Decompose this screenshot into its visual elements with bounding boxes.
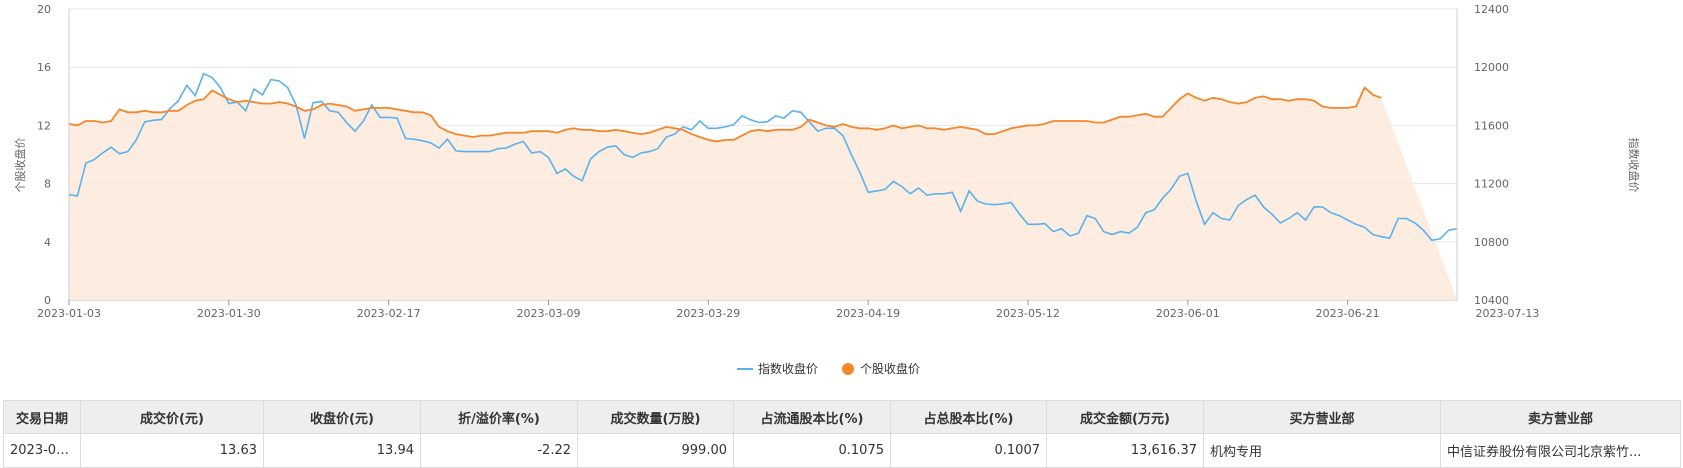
cell-float-ratio: 0.1075 <box>733 433 891 468</box>
right-tick-label: 11200 <box>1474 178 1509 191</box>
legend-item-index[interactable]: 指数收盘价 <box>737 361 818 376</box>
left-tick-label: 20 <box>37 3 51 16</box>
header-deal-price: 成交价(元) <box>80 400 264 434</box>
line-chart: 0 4 8 12 16 20 10400 10800 11200 11600 12000 12400 2… <box>13 3 1641 376</box>
header-close-price: 收盘价(元) <box>263 400 421 434</box>
series-lines <box>68 72 1458 242</box>
left-tick-label: 4 <box>44 236 51 249</box>
x-tick-label: 2023-03-29 <box>676 307 740 320</box>
legend-stock-dot-icon <box>842 363 854 375</box>
legend-index-label: 指数收盘价 <box>758 361 818 376</box>
left-tick-label: 16 <box>37 61 51 74</box>
left-tick-label: 8 <box>44 178 51 191</box>
cell-volume: 999.00 <box>577 433 734 468</box>
right-tick-label: 12000 <box>1474 61 1509 74</box>
header-discount-rate: 折/溢价率(%) <box>420 400 578 434</box>
x-tick-label: 2023-07-13 <box>1476 307 1540 320</box>
left-tick-label: 0 <box>44 294 51 307</box>
chart-area: 0 4 8 12 16 20 10400 10800 11200 11600 12000 12400 2… <box>13 3 1641 376</box>
x-tick-label: 2023-02-17 <box>357 307 421 320</box>
legend-stock-label: 个股收盘价 <box>860 361 920 376</box>
header-volume: 成交数量(万股) <box>577 400 734 434</box>
cell-seller: 中信证券股份有限公司北京紫竹... <box>1440 433 1681 468</box>
right-axis-label: 指数收盘价 <box>1627 138 1641 193</box>
header-buyer: 买方营业部 <box>1203 400 1441 434</box>
cell-amount: 13,616.37 <box>1046 433 1204 468</box>
cell-buyer: 机构专用 <box>1203 433 1441 468</box>
cell-total-ratio: 0.1007 <box>890 433 1047 468</box>
legend[interactable]: 指数收盘价 个股收盘价 <box>737 361 920 376</box>
header-total-ratio: 占总股本比(%) <box>890 400 1047 434</box>
trade-table: 交易日期 成交价(元) 收盘价(元) 折/溢价率(%) 成交数量(万股) 占流通… <box>3 400 1681 468</box>
cell-close-price: 13.94 <box>263 433 421 468</box>
index-close-line[interactable] <box>68 72 1458 242</box>
table-row: 2023-07-27 13.63 13.94 -2.22 999.00 0.10… <box>3 433 1681 468</box>
right-tick-label: 11600 <box>1474 119 1509 132</box>
left-tick-label: 12 <box>37 119 51 132</box>
header-amount: 成交金额(万元) <box>1046 400 1204 434</box>
right-tick-label: 10400 <box>1474 294 1509 307</box>
x-tick-label: 2023-04-19 <box>836 307 900 320</box>
cell-trade-date: 2023-07-27 <box>3 433 81 468</box>
header-seller: 卖方营业部 <box>1440 400 1681 434</box>
cell-discount-rate: -2.22 <box>420 433 578 468</box>
x-tick-label: 2023-01-30 <box>197 307 261 320</box>
axes: 0 4 8 12 16 20 10400 10800 11200 11600 12000 12400 2… <box>37 3 1539 320</box>
legend-item-stock[interactable]: 个股收盘价 <box>842 361 920 376</box>
stock-close-line[interactable] <box>68 86 1382 143</box>
left-axis-label: 个股收盘价 <box>13 138 27 193</box>
x-tick-label: 2023-01-03 <box>37 307 101 320</box>
cell-deal-price: 13.63 <box>80 433 264 468</box>
table-header-row: 交易日期 成交价(元) 收盘价(元) 折/溢价率(%) 成交数量(万股) 占流通… <box>3 400 1681 434</box>
header-float-ratio: 占流通股本比(%) <box>733 400 891 434</box>
right-tick-label: 12400 <box>1474 3 1509 16</box>
header-trade-date: 交易日期 <box>3 400 81 434</box>
x-tick-label: 2023-06-01 <box>1156 307 1220 320</box>
x-tick-label: 2023-03-09 <box>517 307 581 320</box>
x-tick-label: 2023-06-21 <box>1316 307 1380 320</box>
x-tick-label: 2023-05-12 <box>996 307 1060 320</box>
right-tick-label: 10800 <box>1474 236 1509 249</box>
stock-area <box>69 87 1457 300</box>
stock-area-fill <box>69 87 1457 300</box>
